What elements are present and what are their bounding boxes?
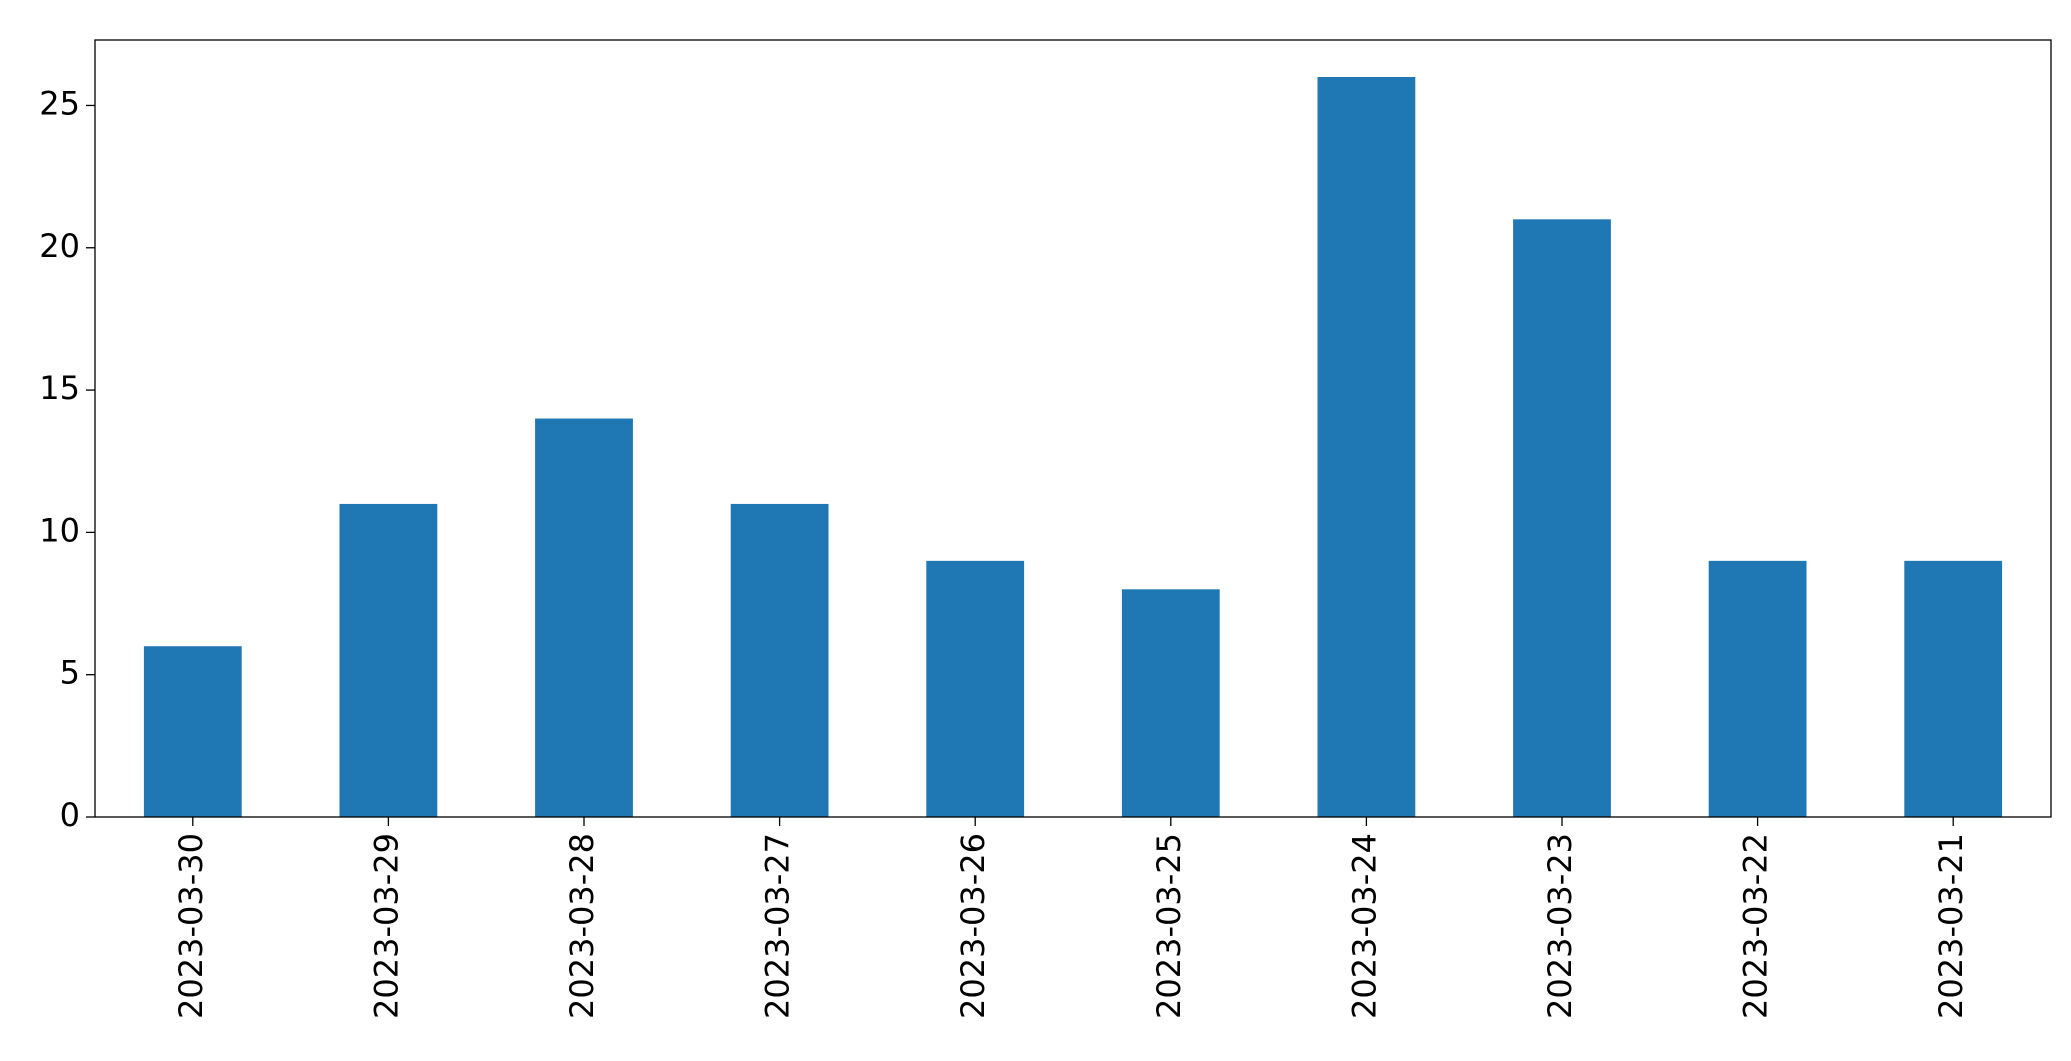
x-tick-label: 2023-03-27 bbox=[759, 833, 797, 1019]
bar bbox=[926, 560, 1025, 817]
bar bbox=[1708, 560, 1807, 817]
x-tick-label: 2023-03-29 bbox=[367, 833, 405, 1019]
x-tick-label: 2023-03-25 bbox=[1150, 833, 1188, 1019]
bar bbox=[730, 503, 829, 817]
x-tick-label: 2023-03-23 bbox=[1541, 833, 1579, 1019]
bar bbox=[1513, 219, 1611, 818]
plot-frame bbox=[94, 39, 2052, 818]
x-tick-label: 2023-03-22 bbox=[1737, 833, 1775, 1019]
x-tick-label: 2023-03-21 bbox=[1932, 833, 1970, 1019]
bar bbox=[339, 503, 438, 817]
y-tick-label: 10 bbox=[39, 511, 80, 549]
y-tick-label: 15 bbox=[39, 369, 80, 407]
y-tick-label: 20 bbox=[39, 227, 80, 265]
bar bbox=[1121, 589, 1220, 817]
y-tick-label: 0 bbox=[60, 796, 80, 834]
x-tick-label: 2023-03-30 bbox=[172, 833, 210, 1019]
x-tick-label: 2023-03-24 bbox=[1345, 833, 1383, 1019]
x-tick-label: 2023-03-26 bbox=[954, 833, 992, 1019]
bar bbox=[535, 418, 633, 817]
bar bbox=[143, 646, 242, 817]
y-tick-label: 5 bbox=[60, 654, 80, 692]
x-tick-label: 2023-03-28 bbox=[563, 833, 601, 1019]
y-tick-label: 25 bbox=[39, 84, 80, 122]
bar bbox=[1904, 560, 2003, 817]
bar bbox=[1317, 77, 1416, 817]
